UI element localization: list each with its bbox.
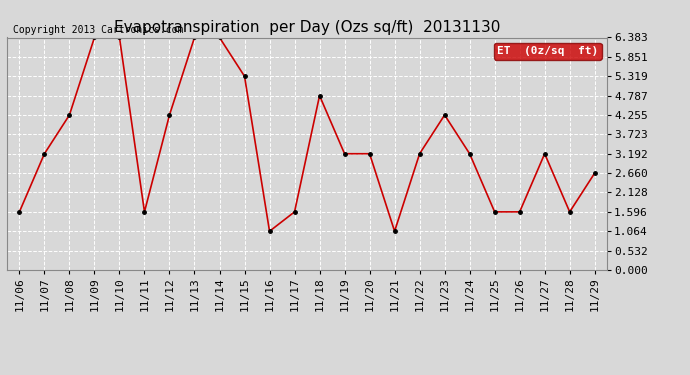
Title: Evapotranspiration  per Day (Ozs sq/ft)  20131130: Evapotranspiration per Day (Ozs sq/ft) 2… <box>114 20 500 35</box>
Legend: ET  (0z/sq  ft): ET (0z/sq ft) <box>494 43 602 60</box>
Text: Copyright 2013 Cartronics.com: Copyright 2013 Cartronics.com <box>13 25 184 35</box>
